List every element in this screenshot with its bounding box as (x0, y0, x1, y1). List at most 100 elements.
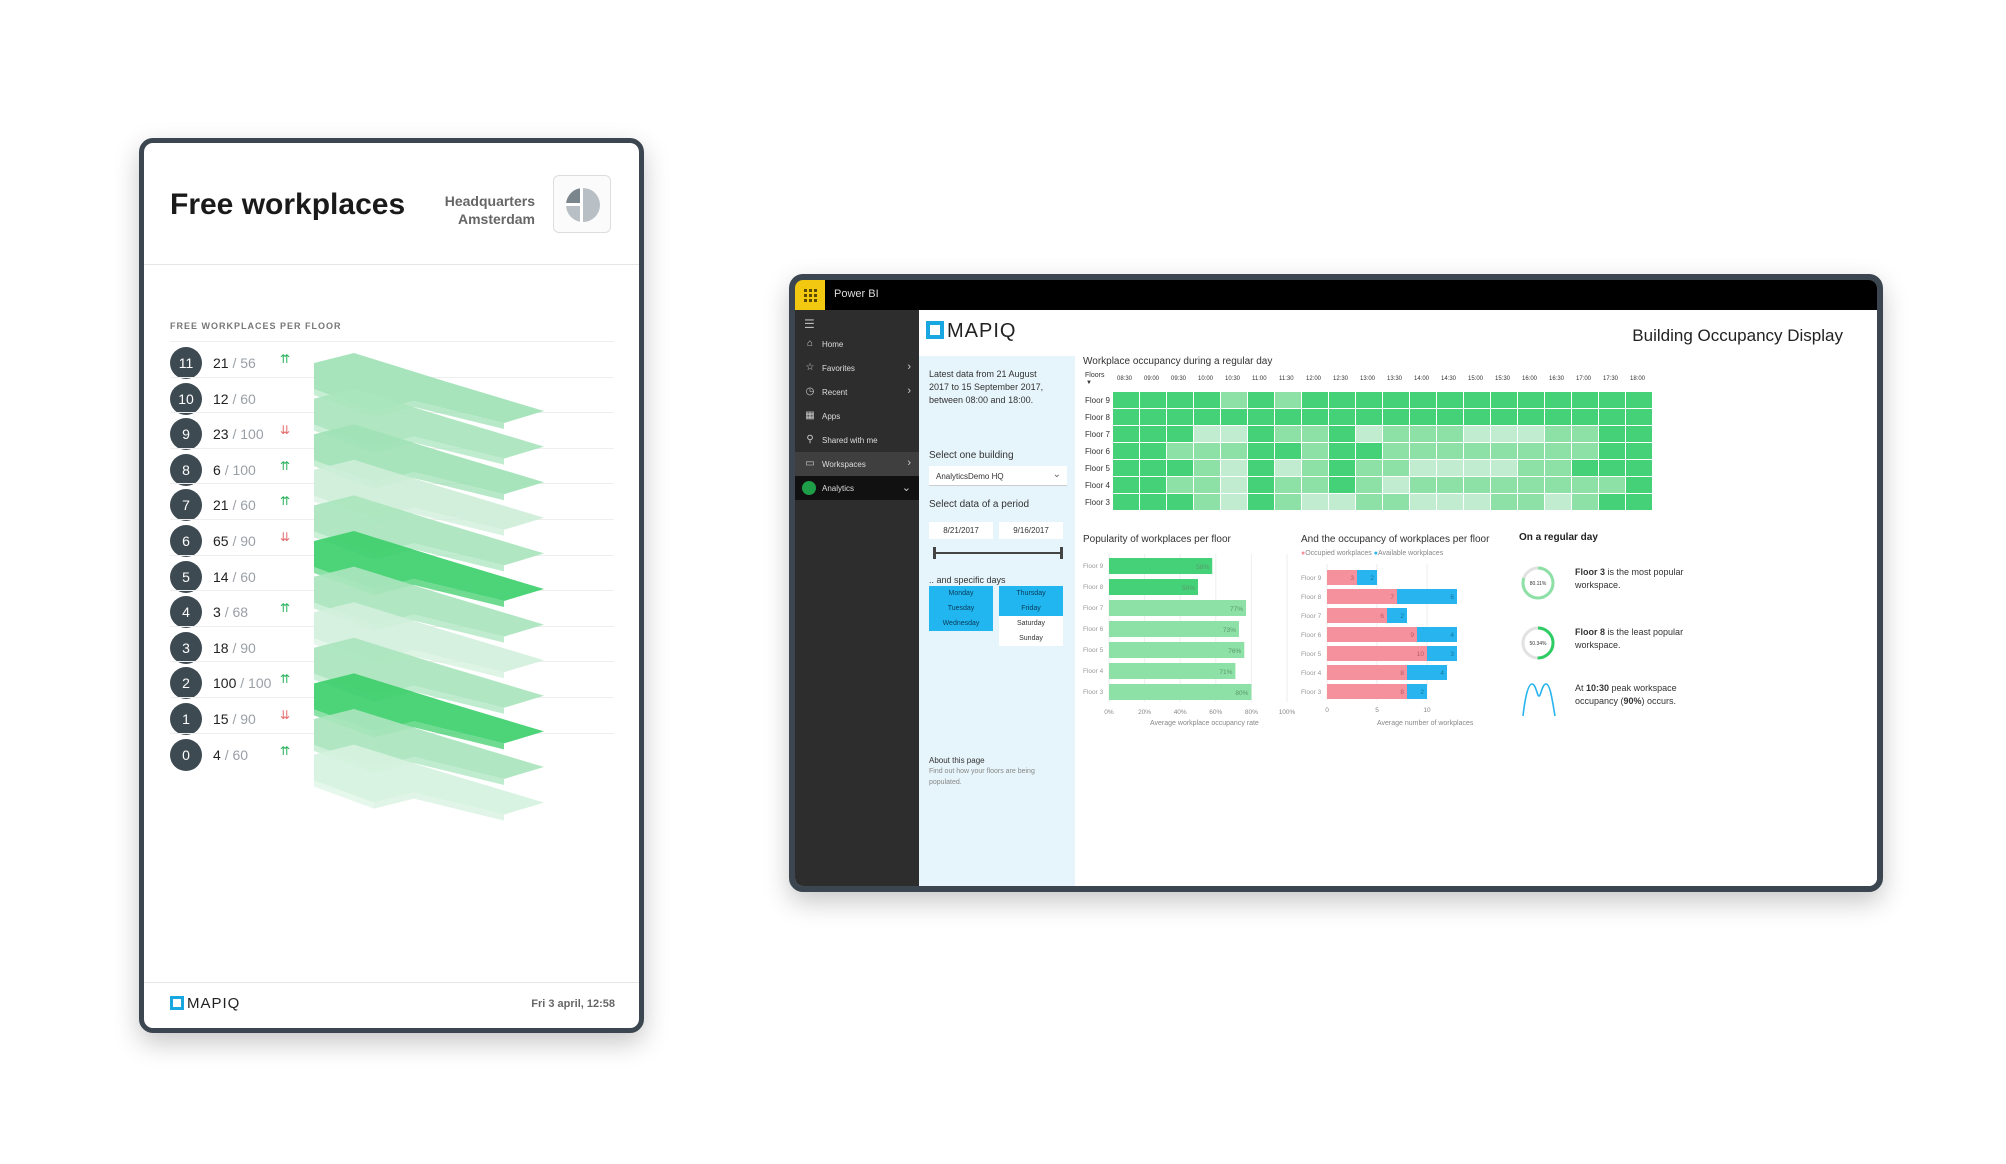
heatmap-x-tick: 14:30 (1441, 376, 1457, 382)
heatmap-cell (1113, 426, 1139, 442)
app-launcher-icon[interactable] (795, 280, 825, 310)
home-icon: ⌂ (806, 338, 814, 349)
free-count: 12 / 60 (213, 391, 256, 407)
free-count: 6 / 100 (213, 462, 256, 478)
heatmap-cell (1113, 460, 1139, 476)
heatmap-cell (1356, 392, 1382, 408)
nav-recent[interactable]: ◷ Recent › (795, 380, 919, 404)
day-toggle-friday[interactable]: Friday (999, 601, 1063, 616)
floor-row: 11 21 / 56 ⇈ (170, 341, 614, 379)
pop-y-tick: Floor 3 (1083, 689, 1104, 696)
nav-analytics[interactable]: Analytics ⌄ (795, 476, 919, 500)
sort-down-icon[interactable]: ▼ (1086, 380, 1092, 386)
slider-handle-start[interactable] (933, 547, 936, 559)
heatmap-cell (1329, 409, 1355, 425)
least-popular-rest: is the least popular workspace. (1575, 627, 1684, 650)
day-toggle-saturday[interactable]: Saturday (999, 616, 1063, 631)
occ-bar-occupied (1327, 665, 1407, 680)
occ-occupied-label: 8 (1400, 689, 1404, 696)
date-range-slider[interactable] (933, 547, 1063, 559)
floor-badge: 10 (170, 382, 202, 415)
slider-handle-end[interactable] (1060, 547, 1063, 559)
heatmap-cell (1356, 426, 1382, 442)
nav-home[interactable]: ⌂ Home (795, 332, 919, 356)
day-toggle-sunday[interactable]: Sunday (999, 631, 1063, 646)
heatmap-x-tick: 15:00 (1468, 376, 1484, 382)
free-value: 21 (213, 497, 229, 514)
occ-bar-occupied (1327, 589, 1397, 604)
heatmap-x-tick: 14:00 (1414, 376, 1430, 382)
app-title: Power BI (834, 288, 879, 300)
heatmap-cell (1572, 392, 1598, 408)
heatmap-cell (1437, 443, 1463, 459)
heatmap-cell (1356, 460, 1382, 476)
date-from-input[interactable]: 8/21/2017 (929, 522, 993, 539)
chevron-right-icon: › (907, 385, 911, 397)
floor-badge: 0 (170, 738, 202, 771)
section-label: FREE WORKPLACES PER FLOOR (170, 321, 342, 331)
free-count: 21 / 60 (213, 497, 256, 513)
free-count: 18 / 90 (213, 640, 256, 656)
footer-date: Fri 3 april, 12:58 (531, 998, 615, 1010)
free-value: 12 (213, 390, 229, 407)
peak-card: At 10:30 peak workspace occupancy (90%) … (1519, 678, 1759, 726)
nav-shared[interactable]: ⚲ Shared with me (795, 428, 919, 452)
free-count: 3 / 68 (213, 604, 248, 620)
occ-bar-occupied (1327, 627, 1417, 642)
free-value: 3 (213, 604, 221, 621)
heatmap-cell (1248, 392, 1274, 408)
heatmap-cell (1491, 477, 1517, 493)
nav-workspaces[interactable]: ▭ Workspaces › (795, 452, 919, 476)
heatmap-y-tick: Floor 5 (1085, 464, 1110, 473)
hamburger-icon[interactable]: ☰ (804, 317, 815, 331)
building-dropdown[interactable]: AnalyticsDemo HQ ⌄ (929, 466, 1067, 486)
pop-bar-label: 58% (1196, 564, 1209, 571)
total-value: / 90 (232, 639, 256, 656)
heatmap-cell (1491, 494, 1517, 510)
nav-label: Workspaces (822, 460, 866, 469)
heatmap-cell (1113, 409, 1139, 425)
heatmap-cell (1221, 409, 1247, 425)
pop-x-tick: 60% (1209, 709, 1222, 716)
date-to-input[interactable]: 9/16/2017 (999, 522, 1063, 539)
peak-time: 10:30 (1586, 683, 1610, 693)
mapiq-logo-icon (926, 321, 944, 339)
nav-apps[interactable]: ▦ Apps (795, 404, 919, 428)
trend-down-icon: ⇊ (280, 530, 291, 544)
heatmap-cell (1491, 392, 1517, 408)
peak-post: ) occurs. (1641, 696, 1677, 706)
heatmap-cell (1329, 494, 1355, 510)
day-toggle-thursday[interactable]: Thursday (999, 586, 1063, 601)
pop-bar-label: 77% (1230, 606, 1243, 613)
occupancy-legend: ●Occupied workplaces ●Available workplac… (1301, 550, 1443, 557)
heatmap-y-tick: Floor 4 (1085, 481, 1110, 490)
share-icon: ⚲ (806, 434, 814, 445)
occ-bar-available (1407, 665, 1447, 680)
heatmap-cell (1572, 443, 1598, 459)
nav-favorites[interactable]: ☆ Favorites › (795, 356, 919, 380)
pop-bar (1109, 663, 1236, 679)
heatmap-y-tick: Floor 8 (1085, 413, 1110, 422)
report-brand-text: MAPIQ (947, 320, 1017, 342)
occ-y-tick: Floor 8 (1301, 594, 1322, 601)
total-value: / 60 (232, 390, 256, 407)
chevron-right-icon: › (907, 457, 911, 469)
data-range-line: 2017 to 15 September 2017, (929, 382, 1044, 392)
free-count: 4 / 60 (213, 747, 248, 763)
pop-bar (1109, 558, 1213, 574)
monitor-display: Power BI ☰ ⌂ Home ☆ Favorites › ◷ Recent… (789, 274, 1883, 892)
occ-y-tick: Floor 5 (1301, 651, 1322, 658)
nav-label: Recent (822, 388, 848, 397)
day-toggle-tuesday[interactable]: Tuesday (929, 601, 993, 616)
heatmap-cell (1410, 443, 1436, 459)
occ-occupied-label: 3 (1350, 575, 1354, 582)
day-toggle-wednesday[interactable]: Wednesday (929, 616, 993, 631)
least-popular-text: Floor 8 is the least popular workspace. (1575, 626, 1705, 652)
day-toggle-monday[interactable]: Monday (929, 586, 993, 601)
floor-badge: 3 (170, 631, 202, 664)
peak-pct: 90% (1623, 696, 1642, 706)
heatmap-cell (1599, 494, 1625, 510)
heatmap-cell (1491, 443, 1517, 459)
free-count: 15 / 90 (213, 711, 256, 727)
heatmap-cell (1329, 392, 1355, 408)
